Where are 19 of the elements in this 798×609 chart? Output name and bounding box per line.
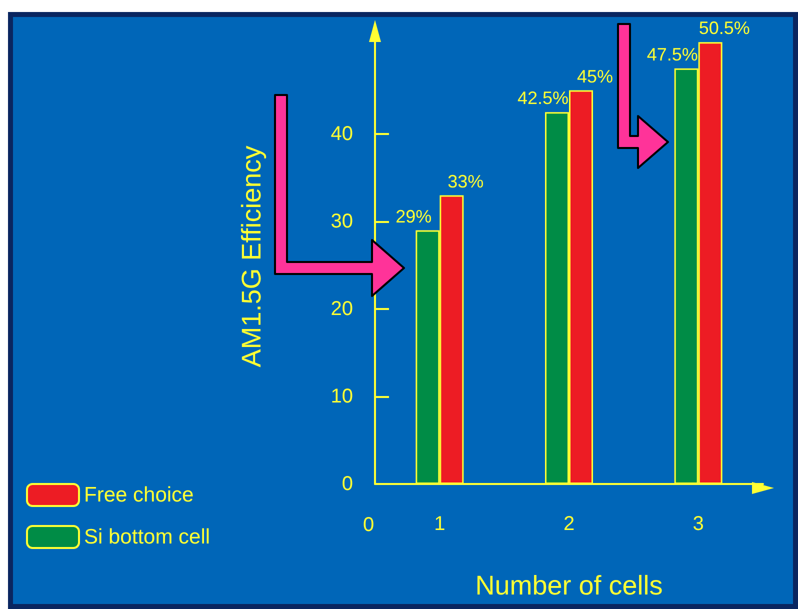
y-axis-title: AM1.5G Efficiency — [236, 145, 266, 368]
data-label: 42.5% — [517, 88, 569, 108]
data-label: 29% — [396, 206, 432, 226]
data-label: 47.5% — [646, 44, 698, 64]
y-tick-label: 30 — [330, 210, 353, 232]
data-label: 45% — [576, 66, 614, 86]
x-tick-label: 2 — [563, 513, 575, 535]
data-label: 33% — [448, 171, 484, 192]
legend-label: Si bottom cell — [84, 526, 210, 548]
y-tick-label: 10 — [330, 386, 353, 408]
y-tick-label: 20 — [330, 298, 353, 320]
y-tick-label: 0 — [342, 473, 353, 495]
x-tick-label: 3 — [692, 513, 704, 535]
data-label: 50.5% — [698, 18, 750, 38]
text: 0 — [363, 514, 374, 536]
x-axis-title: Number of cells — [475, 570, 663, 600]
x-tick-label: 1 — [434, 513, 446, 535]
y-tick-label: 40 — [330, 123, 353, 145]
legend-label: Free choice — [84, 484, 194, 506]
